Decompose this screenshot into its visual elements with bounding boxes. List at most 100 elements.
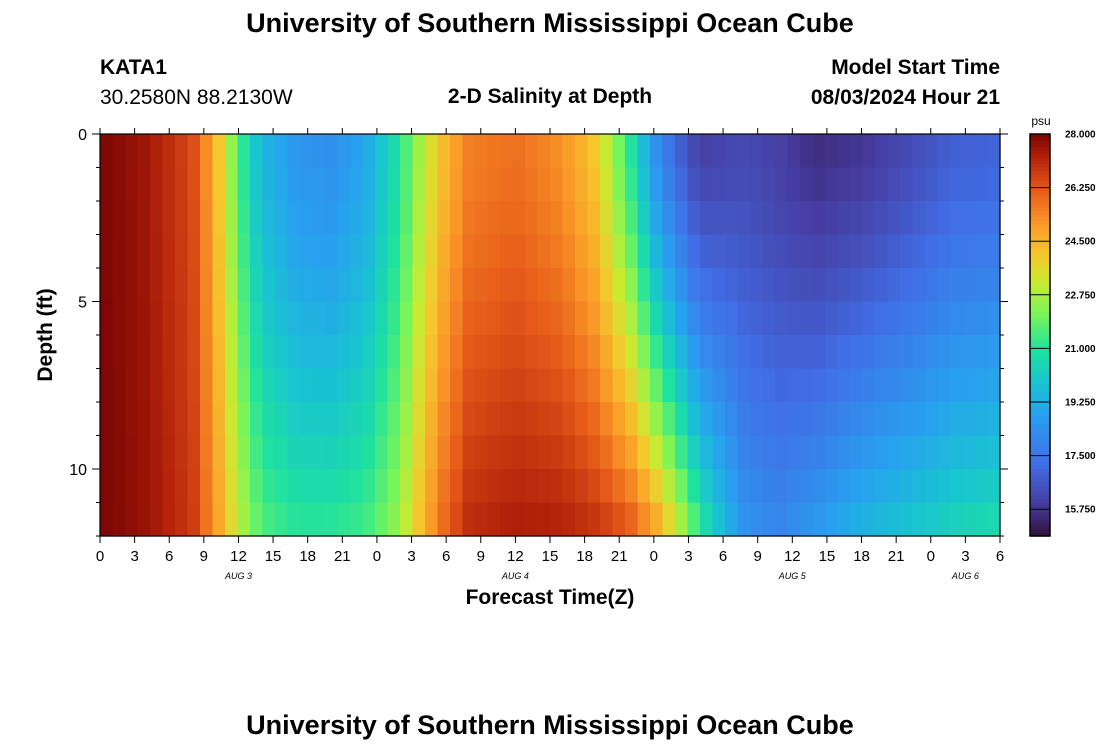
heatmap-cell <box>225 335 239 370</box>
heatmap-cell <box>812 268 826 303</box>
heatmap-cell <box>737 469 751 504</box>
colorbar-segment <box>1030 482 1050 487</box>
heatmap-cell <box>650 268 664 303</box>
x-tick-label: 15 <box>265 548 282 565</box>
heatmap-cell <box>537 368 551 403</box>
heatmap-cell <box>237 301 251 336</box>
heatmap-cell <box>500 134 514 169</box>
heatmap-cell <box>362 435 376 470</box>
heatmap-cell <box>975 335 989 370</box>
heatmap-cell <box>250 134 264 169</box>
heatmap-cell <box>425 335 439 370</box>
colorbar-segment <box>1030 442 1050 447</box>
heatmap-cell <box>512 201 526 236</box>
heatmap-cell <box>650 201 664 236</box>
heatmap-cell <box>475 167 489 202</box>
heatmap-cell <box>137 469 151 504</box>
heatmap-cell <box>675 234 689 269</box>
heatmap-cell <box>850 402 864 437</box>
heatmap-cell <box>487 368 501 403</box>
heatmap-cell <box>100 402 114 437</box>
heatmap-cell <box>250 201 264 236</box>
heatmap-cell <box>825 435 839 470</box>
heatmap-cell <box>562 268 576 303</box>
x-tick-label: 9 <box>754 548 762 565</box>
heatmap-cell <box>237 335 251 370</box>
heatmap-cell <box>712 301 726 336</box>
colorbar-segment <box>1030 505 1050 510</box>
heatmap-cell <box>350 234 364 269</box>
heatmap-cell <box>775 435 789 470</box>
heatmap-cell <box>200 134 214 169</box>
heatmap-cell <box>662 301 676 336</box>
heatmap-cell <box>950 335 964 370</box>
heatmap-cell <box>462 167 476 202</box>
heatmap-cell <box>800 234 814 269</box>
heatmap-cell <box>200 268 214 303</box>
heatmap-cell <box>300 234 314 269</box>
colorbar-segment <box>1030 479 1050 483</box>
heatmap-cell <box>700 435 714 470</box>
heatmap-cell <box>662 435 676 470</box>
heatmap-cell <box>175 268 189 303</box>
heatmap-cell <box>800 268 814 303</box>
heatmap-cell <box>212 469 226 504</box>
colorbar-segment <box>1030 351 1050 356</box>
x-tick-label: 15 <box>542 548 559 565</box>
heatmap-cell <box>650 469 664 504</box>
heatmap-cell <box>425 134 439 169</box>
heatmap-cell <box>537 167 551 202</box>
heatmap-cell <box>737 335 751 370</box>
heatmap-cell <box>312 234 326 269</box>
heatmap-cell <box>762 335 776 370</box>
heatmap-cell <box>950 167 964 202</box>
heatmap-cell <box>337 502 351 537</box>
heatmap-cell <box>862 502 876 537</box>
heatmap-cell <box>800 301 814 336</box>
heatmap-cell <box>975 301 989 336</box>
heatmap-cell <box>237 268 251 303</box>
heatmap-cell <box>537 301 551 336</box>
heatmap-cell <box>712 201 726 236</box>
heatmap-cell <box>375 167 389 202</box>
heatmap-cell <box>337 435 351 470</box>
heatmap-cell <box>387 167 401 202</box>
heatmap-cell <box>750 402 764 437</box>
heatmap-cell <box>725 268 739 303</box>
heatmap-cell <box>600 435 614 470</box>
heatmap-cell <box>987 435 1001 470</box>
heatmap-cell <box>450 167 464 202</box>
colorbar-segment <box>1030 391 1050 396</box>
heatmap-cell <box>550 335 564 370</box>
heatmap-cell <box>150 268 164 303</box>
heatmap-cell <box>562 134 576 169</box>
heatmap-cell <box>200 368 214 403</box>
heatmap-cell <box>137 234 151 269</box>
colorbar-segment <box>1030 164 1050 169</box>
heatmap-cell <box>700 469 714 504</box>
heatmap-cell <box>312 402 326 437</box>
heatmap-cell <box>650 134 664 169</box>
heatmap-cell <box>175 167 189 202</box>
heatmap-cell <box>362 301 376 336</box>
heatmap-cell <box>250 502 264 537</box>
heatmap-cell <box>450 435 464 470</box>
heatmap-cell <box>737 301 751 336</box>
heatmap-cell <box>375 268 389 303</box>
heatmap-cell <box>187 201 201 236</box>
heatmap-cell <box>750 134 764 169</box>
heatmap-cell <box>437 268 451 303</box>
heatmap-cell <box>550 402 564 437</box>
heatmap-cell <box>212 301 226 336</box>
y-tick-label: 5 <box>78 295 87 312</box>
heatmap-cell <box>425 201 439 236</box>
heatmap-cell <box>275 301 289 336</box>
heatmap-cell <box>700 167 714 202</box>
heatmap-cell <box>825 201 839 236</box>
heatmap-cell <box>887 435 901 470</box>
heatmap-cell <box>225 435 239 470</box>
heatmap-cell <box>950 502 964 537</box>
heatmap-cell <box>762 368 776 403</box>
heatmap-cell <box>137 134 151 169</box>
heatmap-cell <box>637 435 651 470</box>
